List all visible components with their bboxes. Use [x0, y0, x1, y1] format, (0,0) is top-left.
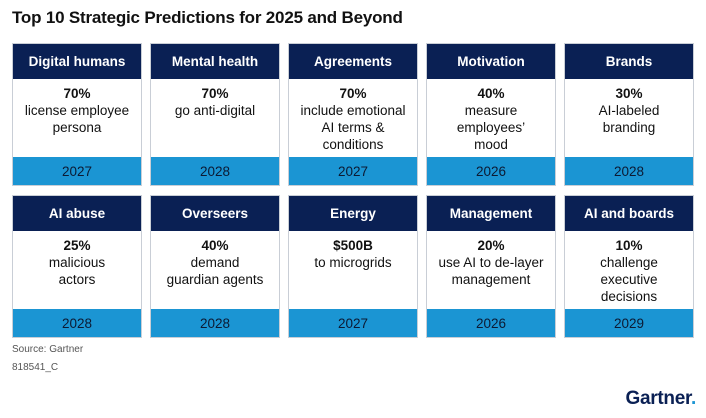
card-heading: AI and boards — [565, 196, 693, 231]
card-description: use AI to de-layer management — [438, 255, 544, 287]
card-percent: 20% — [477, 238, 505, 253]
card-percent: 10% — [615, 238, 643, 253]
card-body: 70% license employee persona — [13, 79, 141, 157]
card-year: 2028 — [151, 309, 279, 337]
card-year: 2027 — [13, 157, 141, 185]
card-year: 2027 — [289, 309, 417, 337]
card-description: include emotional AI terms & conditions — [300, 103, 406, 152]
prediction-card: Digital humans 70% license employee pers… — [12, 43, 142, 186]
card-heading: Energy — [289, 196, 417, 231]
card-body: 70% include emotional AI terms & conditi… — [289, 79, 417, 157]
page-title: Top 10 Strategic Predictions for 2025 an… — [12, 8, 403, 27]
card-year: 2027 — [289, 157, 417, 185]
card-year: 2026 — [427, 157, 555, 185]
card-percent: 70% — [339, 86, 367, 101]
card-body: 10% challenge executive decisions — [565, 231, 693, 309]
card-description: challenge executive decisions — [600, 255, 658, 304]
card-body: 25% malicious actors — [13, 231, 141, 309]
card-description: AI-labeled branding — [598, 103, 660, 135]
card-heading: Agreements — [289, 44, 417, 79]
card-percent: 30% — [615, 86, 643, 101]
prediction-card: AI abuse 25% malicious actors 2028 — [12, 195, 142, 338]
prediction-card: Brands 30% AI-labeled branding 2028 — [564, 43, 694, 186]
card-description: go anti-digital — [174, 103, 256, 118]
logo-text: Gartner — [625, 388, 692, 409]
card-percent: $500B — [333, 238, 373, 253]
card-heading: AI abuse — [13, 196, 141, 231]
card-year: 2028 — [151, 157, 279, 185]
logo-dot: . — [691, 388, 696, 409]
card-description: to microgrids — [314, 255, 392, 270]
card-year: 2028 — [13, 309, 141, 337]
card-body: 30% AI-labeled branding — [565, 79, 693, 157]
card-heading: Management — [427, 196, 555, 231]
card-body: 40% measure employees’ mood — [427, 79, 555, 157]
card-body: 40% demand guardian agents — [151, 231, 279, 309]
card-percent: 70% — [201, 86, 229, 101]
prediction-card: Energy $500B to microgrids 2027 — [288, 195, 418, 338]
gartner-logo: Gartner. — [625, 388, 697, 410]
card-body: 20% use AI to de-layer management — [427, 231, 555, 309]
prediction-card: Agreements 70% include emotional AI term… — [288, 43, 418, 186]
card-heading: Digital humans — [13, 44, 141, 79]
card-heading: Mental health — [151, 44, 279, 79]
card-year: 2029 — [565, 309, 693, 337]
card-description: malicious actors — [48, 255, 106, 287]
card-percent: 70% — [63, 86, 91, 101]
card-heading: Motivation — [427, 44, 555, 79]
prediction-card: AI and boards 10% challenge executive de… — [564, 195, 694, 338]
prediction-card: Mental health 70% go anti-digital 2028 — [150, 43, 280, 186]
card-heading: Brands — [565, 44, 693, 79]
card-percent: 40% — [201, 238, 229, 253]
card-heading: Overseers — [151, 196, 279, 231]
prediction-card: Management 20% use AI to de-layer manage… — [426, 195, 556, 338]
card-description: measure employees’ mood — [456, 103, 526, 152]
prediction-card: Overseers 40% demand guardian agents 202… — [150, 195, 280, 338]
prediction-card: Motivation 40% measure employees’ mood 2… — [426, 43, 556, 186]
card-description: demand guardian agents — [166, 255, 264, 287]
card-body: $500B to microgrids — [289, 231, 417, 309]
card-year: 2028 — [565, 157, 693, 185]
card-body: 70% go anti-digital — [151, 79, 279, 157]
card-percent: 40% — [477, 86, 505, 101]
document-code: 818541_C — [12, 362, 59, 373]
card-year: 2026 — [427, 309, 555, 337]
card-percent: 25% — [63, 238, 91, 253]
card-description: license employee persona — [24, 103, 130, 135]
source-note: Source: Gartner — [12, 344, 84, 355]
predictions-grid: Digital humans 70% license employee pers… — [12, 43, 694, 338]
